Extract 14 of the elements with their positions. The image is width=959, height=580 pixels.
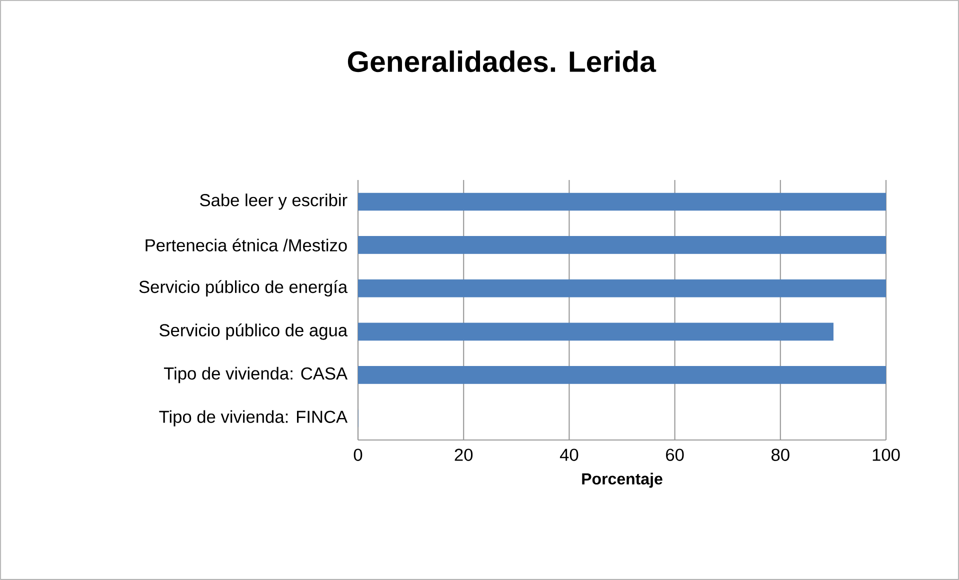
x-axis-title: Porcentaje bbox=[582, 472, 662, 488]
y-tick-label: Pertenecia étnica /Mestizo bbox=[146, 238, 347, 252]
chart-title: Generalidades. Lerida bbox=[348, 50, 656, 72]
y-tick-label: Tipo de vivienda: FINCA bbox=[159, 410, 348, 426]
x-tick-label: 40 bbox=[560, 448, 578, 461]
y-tick-label: Servicio público de energía bbox=[139, 280, 348, 297]
y-tick-label: Tipo de vivienda: CASA bbox=[164, 366, 348, 384]
x-tick-label: 80 bbox=[772, 448, 790, 461]
x-tick-label: 0 bbox=[354, 448, 362, 461]
y-tick-label: Sabe leer y escribir bbox=[200, 194, 348, 210]
y-tick-label: Servicio público de agua bbox=[160, 323, 348, 340]
x-tick-label: 60 bbox=[666, 448, 684, 461]
x-tick-label: 20 bbox=[454, 448, 473, 461]
x-tick-label: 100 bbox=[872, 448, 900, 461]
